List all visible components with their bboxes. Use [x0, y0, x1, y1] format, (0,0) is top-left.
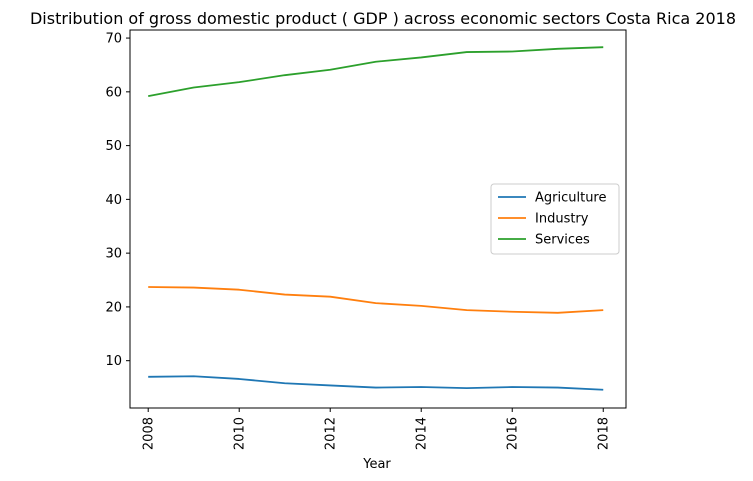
- legend-label-industry: Industry: [535, 212, 589, 227]
- legend: Agriculture Industry Services: [490, 183, 620, 255]
- y-tick-label: 40: [105, 193, 122, 208]
- plot-area: 10 20 30 40 50 60 70 2008 2010 2012 2014 2016 2018 Ag…: [105, 29, 627, 450]
- chart-title: Distribution of gross domestic product (…: [30, 9, 736, 28]
- series-line-agriculture: [148, 375, 604, 391]
- y-tick-label: 60: [105, 85, 122, 100]
- x-tick-label: 2012: [324, 417, 339, 450]
- x-tick-label: 2008: [142, 417, 157, 450]
- legend-label-agriculture: Agriculture: [535, 191, 607, 206]
- x-axis-label: Year: [362, 457, 391, 472]
- y-tick-label: 10: [105, 354, 122, 369]
- y-tick-label: 30: [105, 247, 122, 262]
- y-tick-label: 50: [105, 139, 122, 154]
- x-tick-label: 2014: [415, 417, 430, 450]
- x-tick-label: 2010: [233, 417, 248, 450]
- x-tick-label: 2018: [597, 417, 612, 450]
- legend-box: [490, 183, 620, 255]
- legend-label-services: Services: [535, 233, 590, 248]
- plot-frame: [129, 29, 627, 409]
- series-line-industry: [148, 286, 604, 314]
- y-tick-label: 20: [105, 300, 122, 315]
- x-tick-label: 2016: [506, 417, 521, 450]
- y-tick-label: 70: [105, 32, 122, 47]
- series-line-services: [148, 46, 604, 98]
